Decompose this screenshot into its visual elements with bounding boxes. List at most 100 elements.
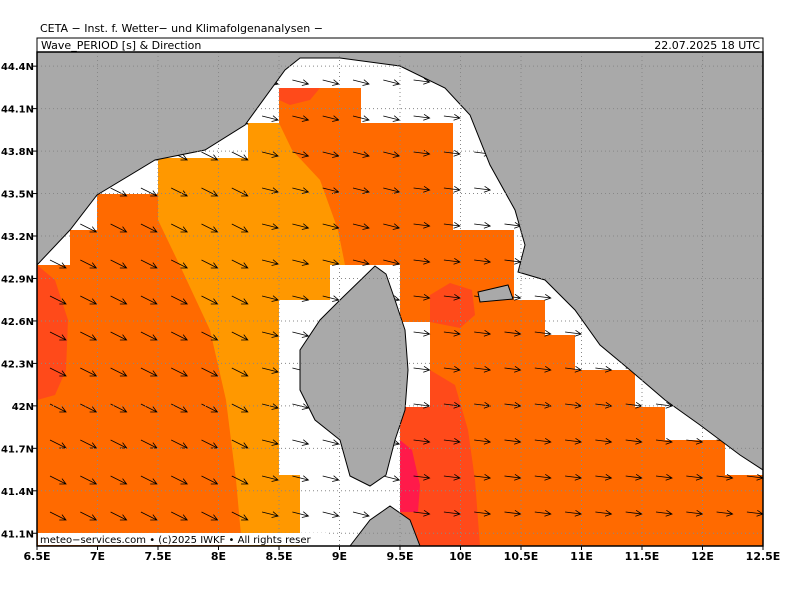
arrow bbox=[595, 509, 613, 517]
arrow bbox=[534, 365, 552, 373]
arrow bbox=[231, 475, 249, 485]
arrow bbox=[352, 511, 370, 518]
arrow bbox=[443, 293, 461, 301]
arrow bbox=[292, 151, 310, 158]
arrow bbox=[595, 437, 613, 445]
arrow bbox=[140, 511, 158, 521]
arrow bbox=[383, 151, 401, 158]
arrow bbox=[413, 473, 431, 481]
arrow bbox=[262, 511, 279, 518]
arrow bbox=[322, 259, 340, 266]
arrow bbox=[625, 509, 643, 517]
arrow bbox=[413, 293, 431, 301]
arrow bbox=[595, 473, 613, 481]
arrow bbox=[110, 439, 128, 449]
arrow bbox=[110, 367, 128, 377]
arrow bbox=[80, 475, 98, 485]
arrow bbox=[474, 221, 492, 229]
arrow bbox=[231, 187, 249, 197]
arrow bbox=[352, 223, 370, 230]
arrow bbox=[262, 331, 279, 338]
arrow bbox=[383, 187, 401, 194]
arrow bbox=[80, 367, 98, 377]
arrow bbox=[80, 439, 98, 449]
arrow bbox=[595, 365, 613, 373]
arrow bbox=[80, 295, 98, 305]
arrow bbox=[110, 511, 128, 521]
lat-tick-label: 42.6N bbox=[1, 317, 34, 328]
arrow bbox=[262, 151, 279, 158]
arrow bbox=[231, 439, 249, 449]
arrow bbox=[231, 403, 249, 413]
arrow bbox=[110, 295, 128, 305]
lon-tick-label: 12.5E bbox=[746, 550, 781, 563]
arrow bbox=[534, 329, 552, 337]
arrow bbox=[413, 437, 431, 445]
arrow bbox=[625, 437, 643, 445]
arrow bbox=[110, 475, 128, 485]
arrow bbox=[322, 475, 340, 482]
arrow bbox=[686, 437, 704, 445]
arrow bbox=[201, 331, 219, 341]
arrow bbox=[474, 185, 492, 193]
arrow bbox=[565, 365, 582, 373]
arrow bbox=[322, 115, 340, 122]
credit-box bbox=[38, 533, 328, 545]
arrow bbox=[49, 295, 67, 305]
arrow bbox=[292, 223, 310, 230]
arrow bbox=[474, 437, 492, 445]
arrow bbox=[534, 401, 552, 409]
product-title: Wave_PERIOD [s] & Direction bbox=[41, 39, 201, 52]
arrow bbox=[171, 187, 188, 197]
arrow bbox=[443, 473, 461, 481]
valid-time: 22.07.2025 18 UTC bbox=[654, 39, 760, 52]
lat-tick-label: 41.4N bbox=[1, 487, 34, 498]
arrow bbox=[49, 403, 67, 413]
arrow bbox=[80, 259, 98, 269]
grid bbox=[36, 52, 764, 546]
arrow bbox=[443, 257, 461, 265]
arrow bbox=[262, 259, 279, 266]
lon-tick-label: 8E bbox=[211, 550, 226, 563]
arrow bbox=[171, 439, 188, 449]
arrow bbox=[413, 329, 431, 337]
arrow bbox=[140, 403, 158, 413]
arrow bbox=[322, 295, 340, 302]
arrow bbox=[534, 509, 552, 517]
arrow bbox=[292, 511, 310, 518]
arrow bbox=[140, 259, 158, 269]
arrow bbox=[686, 509, 704, 517]
arrow bbox=[716, 473, 734, 481]
arrow bbox=[443, 437, 461, 445]
institute: CETA − Inst. f. Wetter− und Klimafolgena… bbox=[40, 22, 323, 35]
arrow bbox=[322, 439, 340, 446]
arrow bbox=[140, 367, 158, 377]
arrow bbox=[443, 185, 461, 193]
arrow bbox=[413, 113, 431, 121]
arrow bbox=[262, 223, 279, 230]
arrow bbox=[140, 331, 158, 341]
arrow bbox=[352, 187, 370, 194]
arrow bbox=[474, 257, 492, 265]
arrow bbox=[413, 257, 431, 265]
lon-tick-label: 10.5E bbox=[504, 550, 539, 563]
arrow bbox=[292, 259, 310, 266]
arrow bbox=[231, 259, 249, 269]
arrow bbox=[443, 149, 461, 157]
arrow bbox=[322, 151, 340, 158]
lon-tick-label: 11E bbox=[570, 550, 593, 563]
arrow bbox=[171, 511, 188, 521]
lat-tick-label: 43.5N bbox=[1, 190, 34, 201]
arrow bbox=[201, 403, 219, 413]
arrow bbox=[534, 437, 552, 445]
arrow bbox=[474, 473, 492, 481]
arrow bbox=[413, 221, 431, 229]
arrow bbox=[140, 475, 158, 485]
arrow bbox=[201, 187, 219, 197]
arrow bbox=[443, 113, 461, 121]
arrow bbox=[201, 295, 219, 305]
period-field-high bbox=[37, 265, 68, 400]
lat-tick-label: 42.9N bbox=[1, 274, 34, 285]
arrow bbox=[49, 367, 67, 377]
